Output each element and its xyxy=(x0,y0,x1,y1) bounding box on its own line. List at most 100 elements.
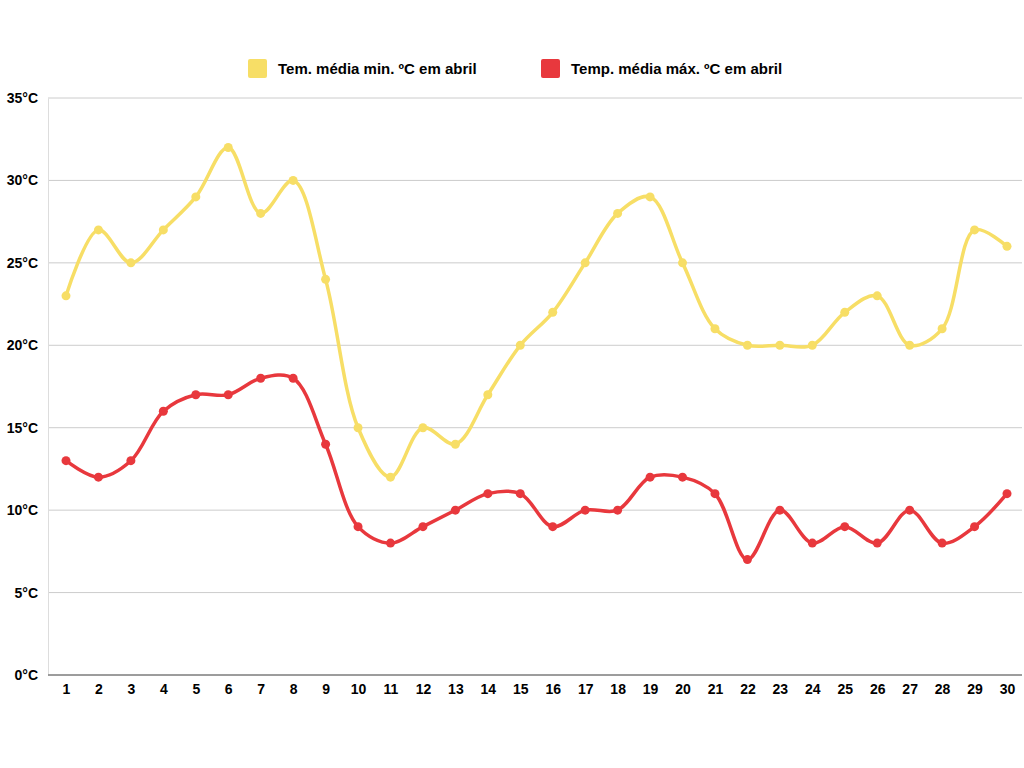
y-tick-label: 10°C xyxy=(7,502,38,518)
y-tick: 35°C xyxy=(7,90,48,106)
series-point xyxy=(159,225,168,234)
x-tick: 14 xyxy=(481,675,497,697)
y-tick: 10°C xyxy=(7,502,48,518)
series-point xyxy=(159,407,168,416)
x-tick-label: 23 xyxy=(773,681,789,697)
series-point xyxy=(905,341,914,350)
x-tick-label: 27 xyxy=(902,681,918,697)
x-tick: 1 xyxy=(63,675,71,697)
y-tick-label: 30°C xyxy=(7,172,38,188)
x-tick: 26 xyxy=(870,675,886,697)
x-tick: 15 xyxy=(513,675,529,697)
x-tick-label: 10 xyxy=(351,681,367,697)
series-point xyxy=(224,143,233,152)
x-tick-label: 21 xyxy=(708,681,724,697)
y-tick: 0°C xyxy=(15,667,49,683)
x-tick-label: 13 xyxy=(448,681,464,697)
legend-swatch xyxy=(248,59,267,78)
series-point xyxy=(321,440,330,449)
series-point xyxy=(126,258,135,267)
series-point xyxy=(873,539,882,548)
x-tick: 6 xyxy=(225,675,233,697)
series-point xyxy=(256,374,265,383)
series-point xyxy=(775,506,784,515)
legend-label: Tem. média min. ºC em abril xyxy=(278,60,477,77)
series-point xyxy=(256,209,265,218)
series-point xyxy=(613,506,622,515)
series-point xyxy=(808,341,817,350)
series-point xyxy=(775,341,784,350)
legend-label: Temp. média máx. ºC em abril xyxy=(571,60,782,77)
series-point xyxy=(840,308,849,317)
y-tick: 5°C xyxy=(15,585,49,601)
series-point xyxy=(938,324,947,333)
y-axis: 0°C5°C10°C15°C20°C25°C30°C35°C xyxy=(7,90,49,683)
series-point xyxy=(1003,489,1012,498)
x-tick: 7 xyxy=(257,675,265,697)
grid-line xyxy=(48,427,1022,428)
series-line xyxy=(66,375,1007,560)
y-tick: 25°C xyxy=(7,255,48,271)
series-point xyxy=(808,539,817,548)
series-point xyxy=(646,473,655,482)
x-tick: 9 xyxy=(322,675,330,697)
series-point xyxy=(516,489,525,498)
series-point xyxy=(483,489,492,498)
series-point xyxy=(613,209,622,218)
chart: 0°C5°C10°C15°C20°C25°C30°C35°C1234567891… xyxy=(0,0,1024,768)
series-point xyxy=(548,308,557,317)
y-tick-label: 35°C xyxy=(7,90,38,106)
series-point xyxy=(646,192,655,201)
x-tick-label: 11 xyxy=(384,681,399,697)
grid-line xyxy=(48,345,1022,346)
x-tick: 22 xyxy=(740,675,756,697)
plot-area xyxy=(62,143,1012,564)
x-tick-label: 14 xyxy=(481,681,497,697)
series-point xyxy=(581,258,590,267)
series-point xyxy=(840,522,849,531)
x-tick: 27 xyxy=(902,675,918,697)
series-point xyxy=(743,341,752,350)
x-tick-label: 26 xyxy=(870,681,886,697)
series-point xyxy=(1003,242,1012,251)
x-tick: 23 xyxy=(773,675,789,697)
x-tick-label: 24 xyxy=(805,681,821,697)
x-tick: 21 xyxy=(708,675,724,697)
grid-line xyxy=(48,180,1022,181)
series-point xyxy=(354,423,363,432)
x-tick-label: 28 xyxy=(935,681,951,697)
x-tick: 19 xyxy=(643,675,659,697)
x-tick-label: 4 xyxy=(160,681,168,697)
grid-line xyxy=(48,98,1022,99)
series-point xyxy=(418,423,427,432)
x-tick-label: 25 xyxy=(837,681,853,697)
x-axis: 1234567891011121314151617181920212223242… xyxy=(48,675,1022,697)
y-tick-label: 0°C xyxy=(15,667,39,683)
x-tick: 17 xyxy=(578,675,594,697)
series-point xyxy=(289,374,298,383)
series-point xyxy=(386,473,395,482)
grid-line xyxy=(48,262,1022,263)
x-tick: 3 xyxy=(127,675,135,697)
series-point xyxy=(710,489,719,498)
series-point xyxy=(386,539,395,548)
x-tick-label: 8 xyxy=(290,681,298,697)
grid-line xyxy=(48,675,1022,676)
x-tick-label: 29 xyxy=(967,681,983,697)
x-tick-label: 3 xyxy=(127,681,135,697)
x-tick: 24 xyxy=(805,675,821,697)
x-tick-label: 17 xyxy=(578,681,594,697)
series-point xyxy=(905,506,914,515)
x-tick: 5 xyxy=(192,675,200,697)
grid xyxy=(48,98,1022,675)
x-tick-label: 1 xyxy=(63,681,71,697)
x-tick: 2 xyxy=(95,675,103,697)
x-tick-label: 5 xyxy=(192,681,200,697)
grid-line xyxy=(48,592,1022,593)
x-tick-label: 15 xyxy=(513,681,529,697)
y-tick-label: 20°C xyxy=(7,337,38,353)
y-axis-line xyxy=(48,99,49,676)
x-tick-label: 16 xyxy=(545,681,561,697)
y-tick: 30°C xyxy=(7,172,48,188)
series-point xyxy=(191,390,200,399)
